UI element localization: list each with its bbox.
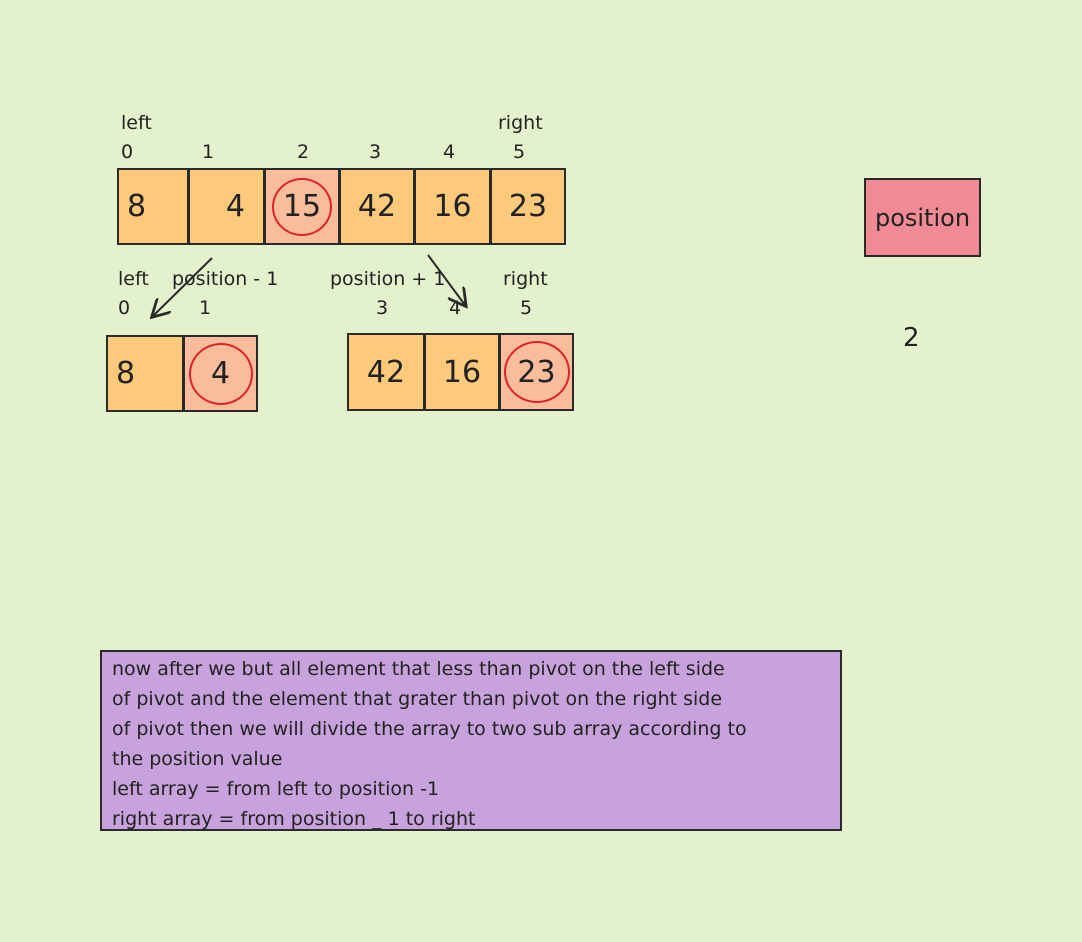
right-sub-position-label: position + 1	[330, 268, 446, 290]
position-box: position	[864, 178, 981, 257]
position-label: position	[874, 203, 971, 232]
note-line: of pivot then we will divide the array t…	[112, 718, 747, 740]
pivot-ring	[272, 177, 332, 236]
top-index-5: 5	[513, 141, 526, 163]
top-cell-3: 42	[339, 168, 415, 245]
top-cell-5: 23	[490, 168, 566, 245]
right-sub-cell-4: 16	[424, 333, 500, 411]
left-sub-left-label: left	[118, 268, 149, 290]
top-index-0: 0	[121, 141, 134, 163]
note-line: the position value	[112, 748, 283, 770]
top-index-4: 4	[443, 141, 456, 163]
pivot-ring	[503, 341, 570, 403]
note-line: now after we but all element that less t…	[112, 658, 725, 680]
note-line: right array = from position _ 1 to right	[112, 808, 476, 830]
left-sub-index-0: 0	[118, 297, 131, 319]
arrow-to-left-sub	[153, 257, 213, 316]
note-line: left array = from left to position -1	[112, 778, 440, 800]
pivot-ring	[188, 342, 253, 405]
top-index-3: 3	[369, 141, 382, 163]
arrow-to-right-sub	[427, 254, 465, 305]
top-index-1: 1	[202, 141, 215, 163]
right-sub-right-label: right	[503, 268, 548, 290]
top-right-label: right	[498, 112, 543, 134]
note-line: of pivot and the element that grater tha…	[112, 688, 723, 710]
position-value: 2	[903, 323, 920, 353]
right-sub-index-5: 5	[520, 297, 533, 319]
left-sub-position-label: position - 1	[172, 268, 279, 290]
top-left-label: left	[121, 112, 152, 134]
right-sub-index-3: 3	[376, 297, 389, 319]
top-cell-0: 8	[117, 168, 189, 245]
left-sub-index-1: 1	[199, 297, 212, 319]
explanation-note: now after we but all element that less t…	[100, 650, 842, 831]
right-sub-cell-3: 42	[347, 333, 425, 411]
left-sub-cell-1-pivot: 4	[183, 335, 258, 412]
right-sub-cell-5-pivot: 23	[499, 333, 574, 411]
top-index-2: 2	[297, 141, 310, 163]
